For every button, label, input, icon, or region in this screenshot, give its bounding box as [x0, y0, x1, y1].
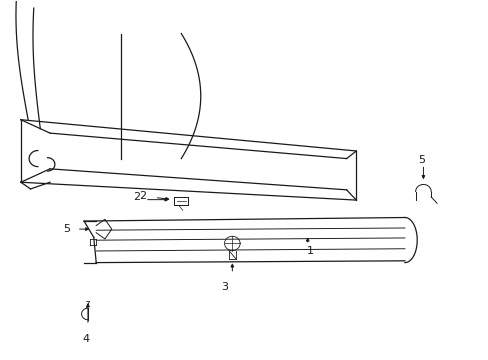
Text: 2: 2	[139, 191, 145, 201]
Text: 5: 5	[63, 224, 70, 234]
Text: 1: 1	[306, 247, 313, 256]
Text: 3: 3	[221, 282, 228, 292]
Text: 2: 2	[133, 192, 140, 202]
Text: 5: 5	[418, 155, 425, 165]
Text: 4: 4	[83, 333, 90, 343]
